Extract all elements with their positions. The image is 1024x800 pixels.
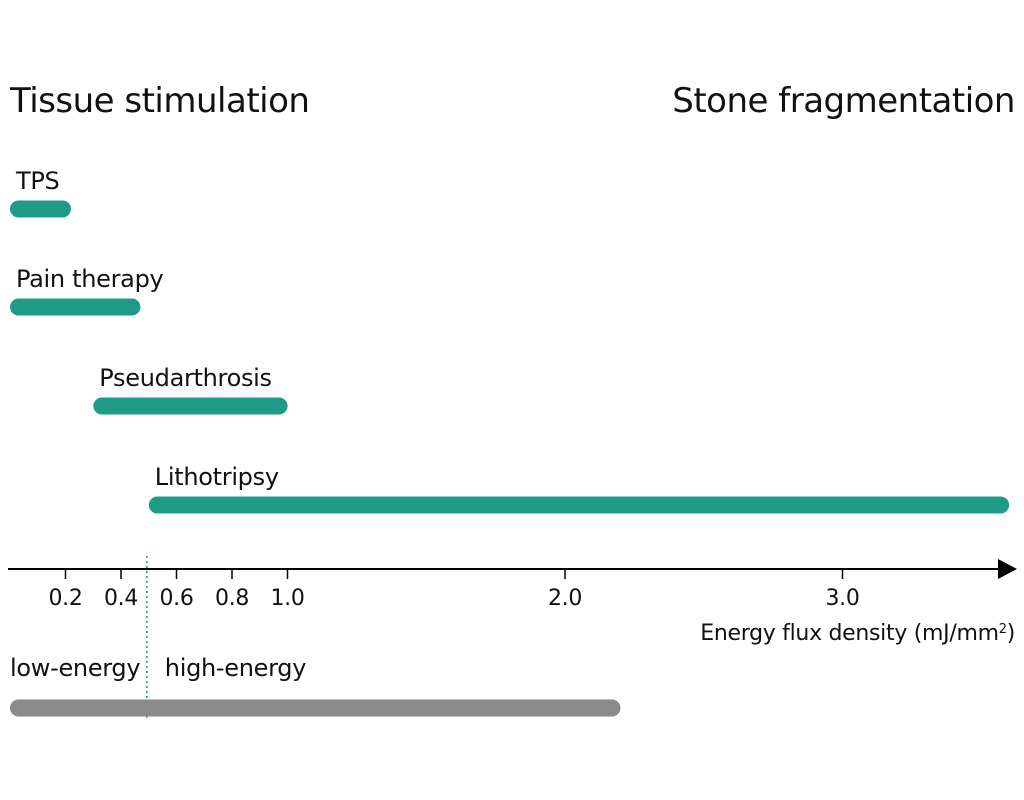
bar-label-pseudarthrosis: Pseudarthrosis	[99, 364, 271, 392]
x-tick-label-0-2: 0.2	[48, 586, 82, 611]
bar-tps	[10, 200, 71, 218]
bar-pseudarthrosis	[93, 397, 288, 415]
range-bars: TPS Pain therapy Pseudarthrosis Lithotripsy	[10, 167, 1010, 514]
bar-lithotripsy	[148, 496, 1010, 514]
x-tick-label-0-6: 0.6	[159, 586, 193, 611]
x-tick-label-2-0: 2.0	[548, 586, 582, 611]
x-tick-label-0-4: 0.4	[104, 586, 138, 611]
x-axis: 0.2 0.4 0.6 0.8 1.0 2.0 3.0 Energy flux density…	[8, 559, 1017, 646]
x-tick-label-1-0: 1.0	[270, 586, 304, 611]
x-axis-arrow	[998, 559, 1017, 579]
energy-zones: low-energy high-energy	[10, 556, 621, 720]
x-tick-label-0-8: 0.8	[215, 586, 249, 611]
bar-label-tps: TPS	[15, 167, 59, 195]
zone-label-low-energy: low-energy	[10, 654, 140, 682]
x-tick-label-3-0: 3.0	[825, 586, 859, 611]
header-stone-fragmentation: Stone fragmentation	[672, 81, 1015, 121]
header-tissue-stimulation: Tissue stimulation	[9, 81, 309, 121]
bar-label-pain-therapy: Pain therapy	[16, 265, 164, 293]
zone-label-high-energy: high-energy	[165, 654, 306, 682]
energy-zone-bar	[10, 699, 621, 717]
bar-pain-therapy	[10, 298, 141, 316]
x-axis-title: Energy flux density (mJ/mm2)	[700, 621, 1015, 646]
bar-label-lithotripsy: Lithotripsy	[155, 463, 279, 491]
